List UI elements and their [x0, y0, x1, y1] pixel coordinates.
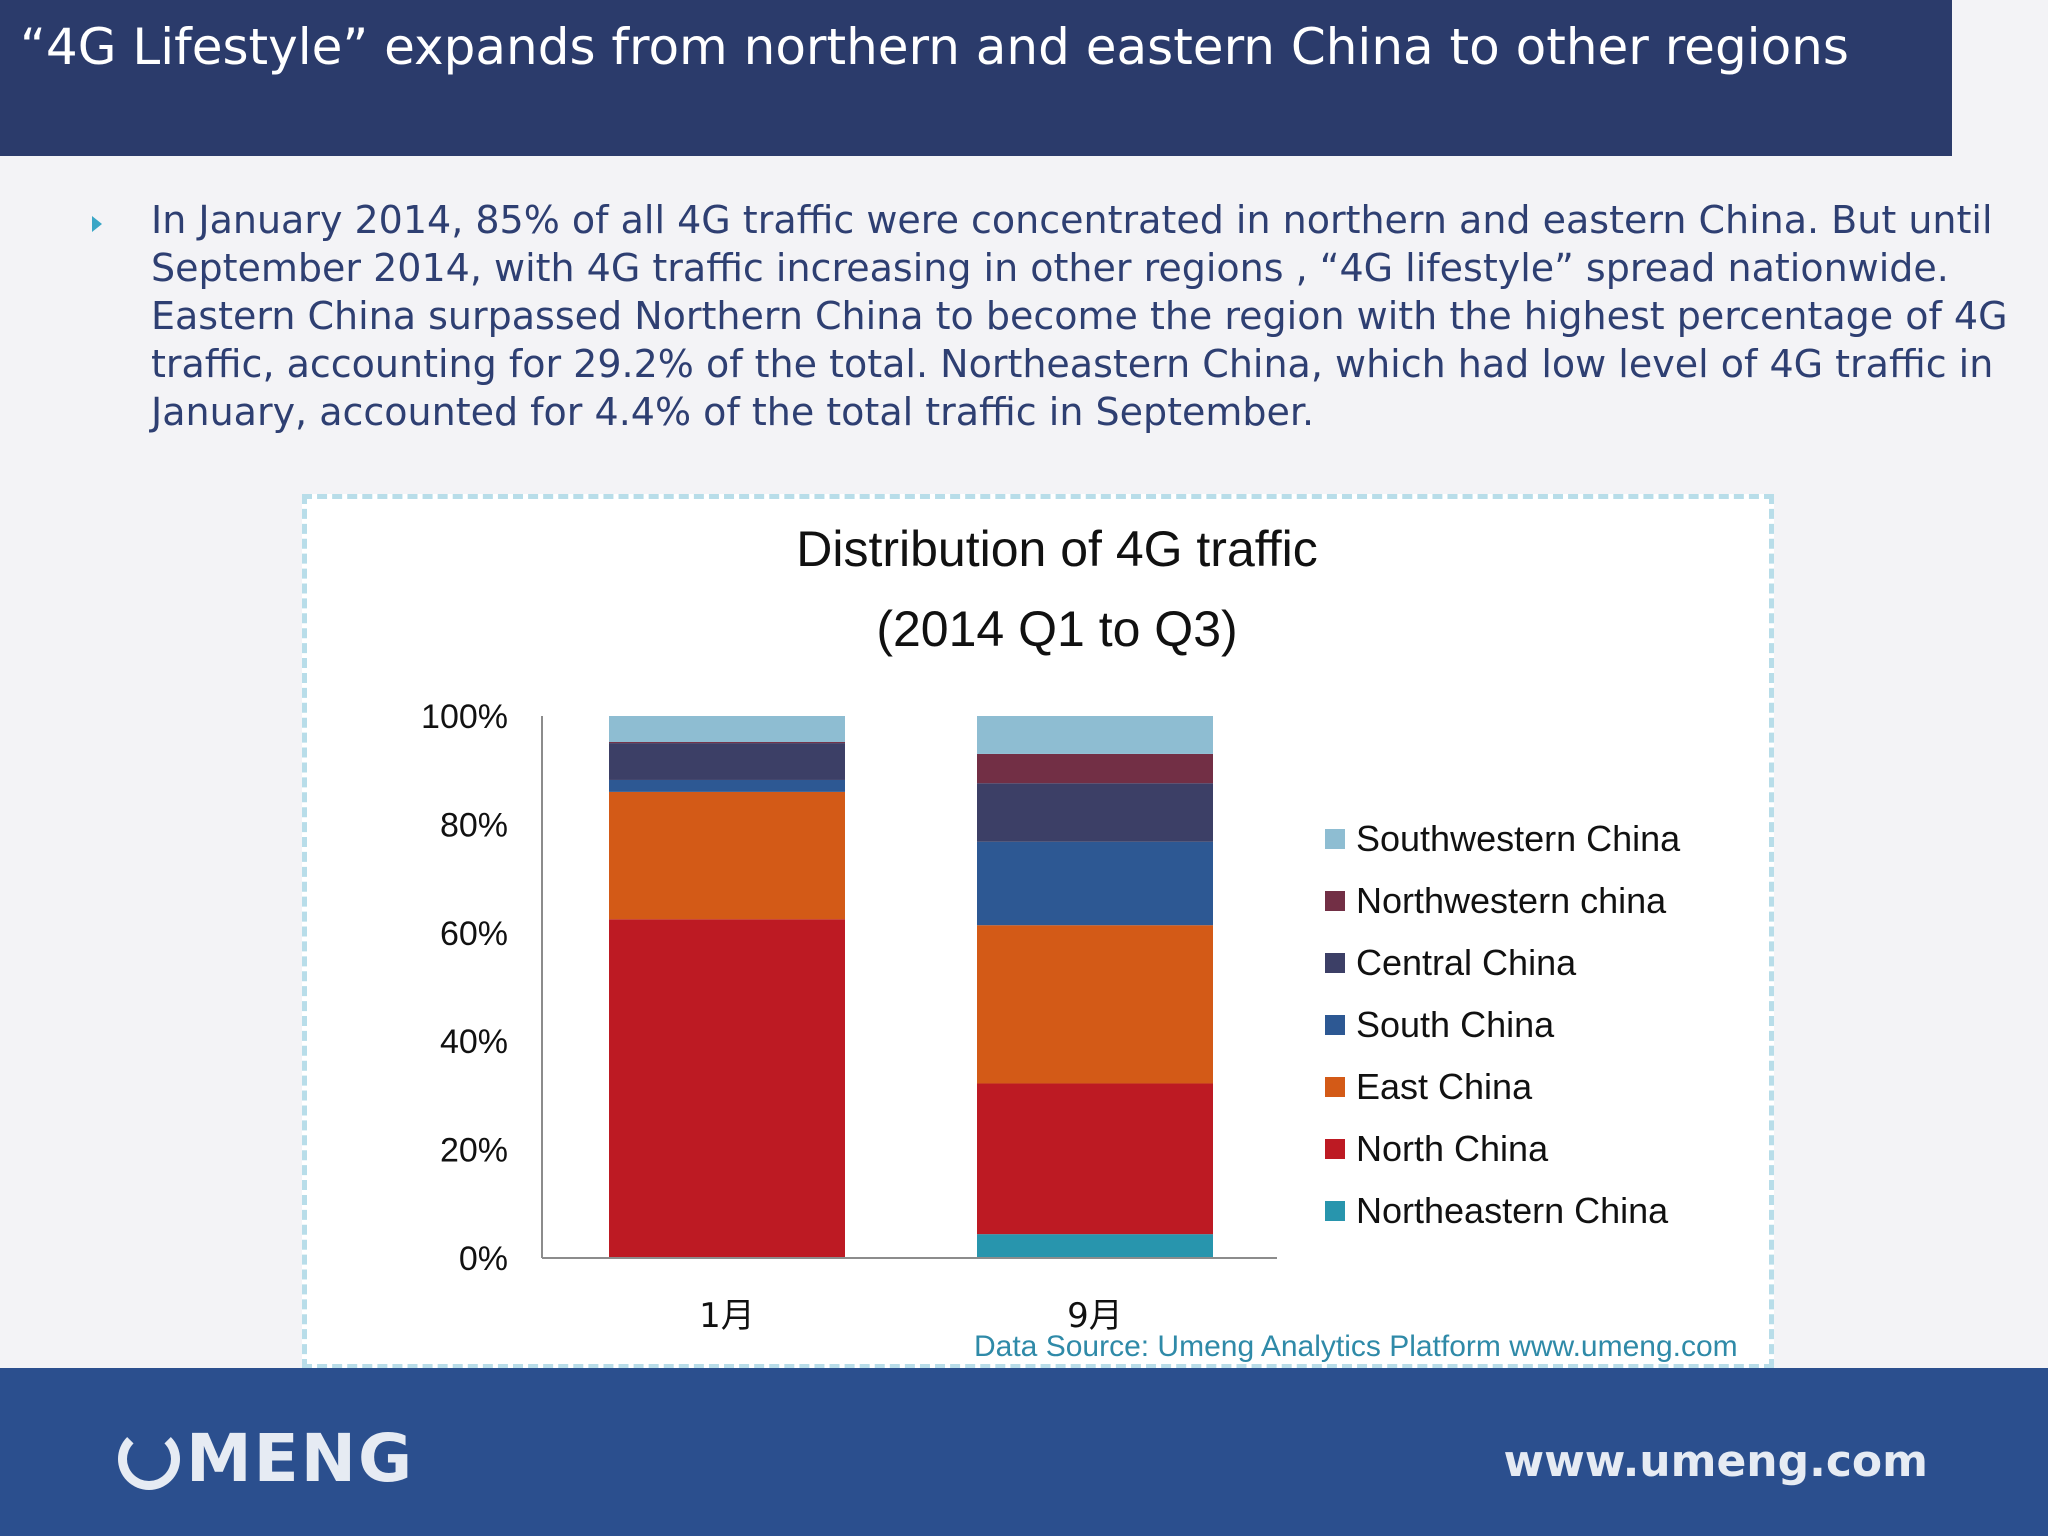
bullet-text: In January 2014, 85% of all 4G traffic w…	[151, 198, 2008, 434]
bar-segment	[609, 791, 845, 920]
legend-label: Southwestern China	[1356, 818, 1681, 859]
bar-segment	[609, 779, 845, 792]
logo-wordmark: MENG	[186, 1420, 415, 1497]
legend-item: Northeastern China	[1325, 1180, 1680, 1242]
x-tick-label: 1月	[699, 1296, 755, 1336]
legend-label: Northwestern china	[1356, 880, 1667, 921]
footer-url: www.umeng.com	[1503, 1436, 1928, 1487]
legend-item: Northwestern china	[1325, 870, 1680, 932]
chart-legend: Southwestern China Northwestern china Cent…	[1325, 808, 1680, 1242]
legend-swatch	[1325, 1015, 1345, 1035]
bullet-arrow-icon	[92, 216, 102, 232]
legend-swatch	[1325, 1201, 1345, 1221]
legend-label: Northeastern China	[1356, 1190, 1669, 1231]
legend-item: Central China	[1325, 932, 1680, 994]
y-tick-label: 80%	[440, 806, 508, 844]
legend-swatch	[1325, 1077, 1345, 1097]
umeng-logo-mark-icon	[118, 1427, 180, 1490]
y-tick-label: 60%	[440, 915, 508, 953]
bar-segment	[977, 783, 1213, 842]
legend-item: East China	[1325, 1056, 1680, 1118]
y-tick-label: 0%	[459, 1240, 508, 1278]
bar-segment	[977, 753, 1213, 784]
bar-segment	[609, 743, 845, 780]
x-tick-label: 9月	[1067, 1296, 1123, 1336]
bar-segment	[609, 742, 845, 744]
page-title: “4G Lifestyle” expands from northern and…	[20, 18, 1849, 76]
bar-segment	[977, 841, 1213, 926]
y-tick-label: 20%	[440, 1132, 508, 1170]
legend-swatch	[1325, 1139, 1345, 1159]
legend-swatch	[1325, 953, 1345, 973]
legend-swatch	[1325, 891, 1345, 911]
y-tick-label: 40%	[440, 1023, 508, 1061]
legend-item: North China	[1325, 1118, 1680, 1180]
bar-segment	[977, 925, 1213, 1084]
legend-item: South China	[1325, 994, 1680, 1056]
legend-label: Central China	[1356, 942, 1577, 983]
legend-item: Southwestern China	[1325, 808, 1680, 870]
bar-segment	[977, 716, 1213, 754]
umeng-logo: MENG	[118, 1420, 414, 1497]
legend-label: North China	[1356, 1128, 1549, 1169]
legend-label: East China	[1356, 1066, 1533, 1107]
bar-segment	[609, 919, 845, 1258]
footer-bar: MENG www.umeng.com	[0, 1368, 2048, 1536]
y-tick-label: 100%	[421, 698, 508, 736]
header-bar: “4G Lifestyle” expands from northern and…	[0, 0, 1952, 156]
bar-segment	[977, 1234, 1213, 1258]
bar-segment	[609, 716, 845, 743]
legend-swatch	[1325, 829, 1345, 849]
bar-segment	[977, 1083, 1213, 1235]
data-source: Data Source: Umeng Analytics Platform ww…	[974, 1330, 1738, 1363]
legend-label: South China	[1356, 1004, 1555, 1045]
